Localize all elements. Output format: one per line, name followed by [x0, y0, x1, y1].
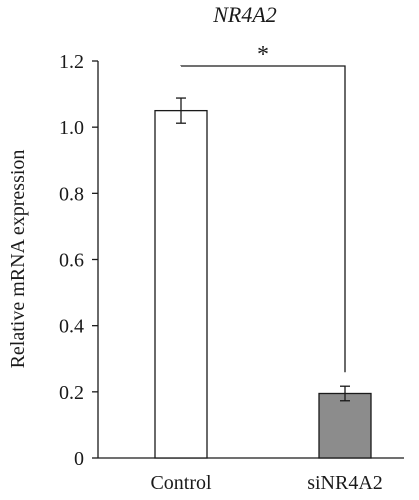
bars [154, 109, 372, 459]
bracket-line [180, 65, 346, 373]
y-tick-label: 1.0 [59, 117, 84, 139]
y-tick-label: 0 [74, 448, 84, 470]
y-tick-label: 0.8 [59, 183, 84, 205]
x-axis-ticks: Control siNR4A2 [150, 472, 382, 494]
bar-sinr4a2 [318, 392, 372, 459]
y-tick-label: 1.2 [59, 51, 84, 73]
significance-star: * [257, 42, 269, 68]
x-tick-label: Control [150, 472, 212, 494]
chart-title: NR4A2 [212, 2, 277, 27]
y-tick-label: 0.4 [59, 316, 84, 338]
y-axis-ticks: 0 0.2 0.4 0.6 0.8 1.0 1.2 [59, 51, 98, 470]
x-tick-label: siNR4A2 [307, 472, 383, 494]
y-axis-label: Relative mRNA expression [7, 150, 29, 369]
significance-bracket: * [180, 42, 346, 373]
y-tick-label: 0.6 [59, 250, 84, 272]
error-bars [176, 97, 350, 402]
y-tick-label: 0.2 [59, 382, 84, 404]
bar-control [154, 109, 208, 459]
